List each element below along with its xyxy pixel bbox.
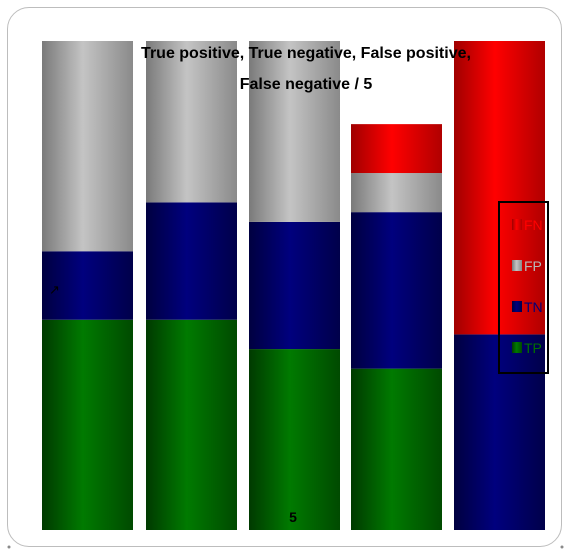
pointer-mark: ↗	[49, 283, 60, 298]
bar-tn-4	[351, 212, 442, 369]
bar-fn-4	[351, 124, 442, 174]
x-axis-ticks: 5	[289, 509, 297, 525]
bar-fp-1	[42, 41, 133, 252]
frame-handles	[7, 545, 564, 549]
chart-title-line-2: False negative / 5	[240, 76, 373, 93]
bar-fp-2	[146, 41, 237, 203]
legend-swatch-fp	[512, 260, 522, 271]
frame-handle-1	[7, 545, 11, 549]
bar-fp-4	[351, 173, 442, 213]
legend-swatch-tp	[512, 342, 522, 353]
legend-label-fp: FP	[524, 258, 542, 274]
legend-swatch-fn	[512, 219, 522, 230]
legend-swatch-tn	[512, 301, 522, 312]
chart-title: True positive, True negative, False posi…	[141, 45, 471, 93]
legend: FN FP TN TP	[498, 201, 549, 374]
chart-title-line-1: True positive, True negative, False posi…	[141, 45, 471, 62]
x-tick-label-5: 5	[289, 509, 297, 525]
legend-label-fn: FN	[524, 217, 543, 233]
bar-tp-1	[42, 319, 133, 530]
bar-tn-3	[249, 221, 340, 350]
bar-tn-1	[42, 251, 133, 320]
bar-tp-2	[146, 319, 237, 530]
frame-handle-2	[560, 545, 564, 549]
legend-box	[498, 201, 549, 374]
bars-layer: ↗	[42, 41, 545, 530]
bar-tn-2	[146, 202, 237, 320]
legend-label-tn: TN	[524, 299, 543, 315]
bar-tp-4	[351, 368, 442, 530]
bar-tp-3	[249, 349, 340, 530]
bar-fp-3	[249, 41, 340, 222]
legend-label-tp: TP	[524, 340, 542, 356]
